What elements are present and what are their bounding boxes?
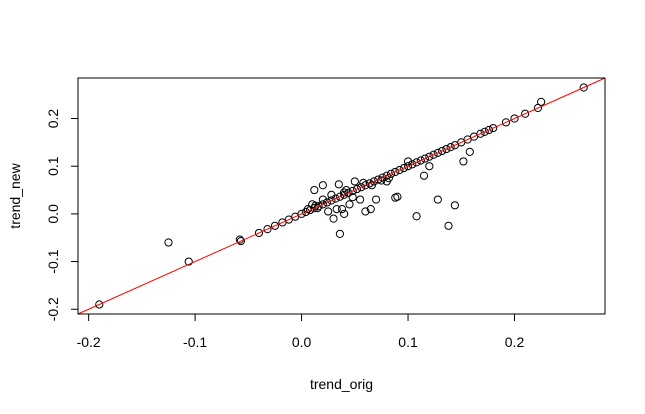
- data-point: [365, 179, 374, 188]
- data-point: [350, 177, 359, 186]
- data-point: [501, 118, 511, 127]
- y-tick-label: 0.1: [45, 156, 61, 176]
- data-point: [480, 127, 489, 136]
- data-point: [332, 205, 341, 214]
- data-point: [352, 184, 362, 194]
- y-axis: -0.2 -0.1 0.0 0.1 0.2: [45, 109, 79, 321]
- data-point: [318, 181, 327, 190]
- data-point: [334, 180, 343, 189]
- x-tick-label: 0.1: [398, 334, 418, 350]
- data-point: [367, 181, 376, 190]
- data-point: [297, 209, 306, 218]
- x-axis-title: trend_orig: [310, 376, 373, 392]
- data-point: [412, 212, 421, 221]
- x-axis: -0.2 -0.1 0.0 0.1 0.2: [77, 313, 525, 350]
- data-point: [301, 207, 310, 217]
- y-tick-label: 0.0: [45, 204, 61, 224]
- data-point: [433, 148, 442, 157]
- y-tick-label: 0.2: [45, 109, 61, 129]
- data-point: [324, 207, 333, 216]
- x-tick-label: 0.0: [292, 334, 312, 350]
- data-point: [438, 146, 447, 156]
- data-point: [327, 190, 336, 199]
- data-point: [263, 225, 272, 234]
- data-point: [366, 205, 375, 214]
- data-point: [374, 175, 383, 184]
- data-point: [579, 83, 588, 92]
- data-point: [386, 169, 396, 178]
- data-point: [164, 238, 173, 247]
- data-point: [329, 214, 338, 223]
- reference-line: [77, 77, 606, 315]
- data-point: [236, 236, 245, 246]
- data-point: [270, 221, 280, 230]
- data-point: [377, 176, 386, 185]
- data-points: [95, 83, 588, 309]
- data-point: [403, 157, 413, 166]
- data-point: [310, 185, 319, 195]
- data-point: [442, 144, 451, 154]
- y-tick-label: -0.2: [45, 297, 61, 321]
- data-point: [533, 103, 543, 113]
- data-point: [450, 201, 459, 210]
- data-point: [327, 196, 336, 205]
- data-point: [323, 198, 332, 207]
- data-point: [337, 205, 347, 214]
- data-point: [335, 192, 345, 201]
- data-point: [391, 167, 400, 177]
- data-point: [95, 300, 104, 309]
- data-point: [420, 154, 430, 163]
- data-point: [372, 195, 381, 204]
- x-tick-label: -0.2: [77, 334, 101, 350]
- data-point: [254, 228, 264, 238]
- data-point: [510, 114, 519, 123]
- data-point: [521, 109, 530, 118]
- data-point: [419, 171, 429, 180]
- y-tick-label: -0.1: [45, 249, 61, 273]
- data-point: [335, 229, 345, 239]
- data-point: [399, 164, 408, 173]
- data-point: [356, 195, 365, 204]
- data-point: [489, 123, 498, 133]
- data-point: [340, 188, 349, 197]
- data-point: [393, 192, 402, 201]
- data-point: [459, 157, 468, 166]
- data-point: [184, 257, 193, 266]
- data-point: [395, 165, 404, 175]
- data-point: [340, 190, 349, 199]
- data-point: [348, 193, 357, 202]
- data-point: [318, 200, 327, 209]
- data-point: [425, 162, 434, 171]
- y-axis-title: trend_new: [7, 162, 23, 228]
- data-point: [484, 125, 494, 135]
- data-point: [416, 156, 425, 165]
- data-point: [348, 186, 357, 196]
- data-point: [340, 209, 349, 218]
- data-point: [465, 147, 474, 156]
- data-point: [444, 221, 453, 230]
- data-point: [357, 183, 366, 192]
- data-point: [408, 160, 417, 169]
- data-point: [425, 152, 434, 161]
- data-point: [446, 143, 455, 152]
- data-point: [318, 195, 327, 204]
- data-point: [382, 171, 391, 180]
- x-tick-label: 0.2: [505, 334, 525, 350]
- x-tick-label: -0.1: [183, 334, 207, 350]
- data-point: [433, 195, 442, 204]
- data-point: [344, 188, 353, 198]
- data-point: [345, 200, 354, 209]
- data-point: [429, 150, 438, 159]
- data-point: [412, 158, 421, 167]
- data-point: [361, 181, 370, 190]
- data-point: [361, 207, 370, 216]
- data-point: [403, 162, 413, 171]
- data-point: [537, 97, 546, 106]
- data-point: [476, 129, 485, 138]
